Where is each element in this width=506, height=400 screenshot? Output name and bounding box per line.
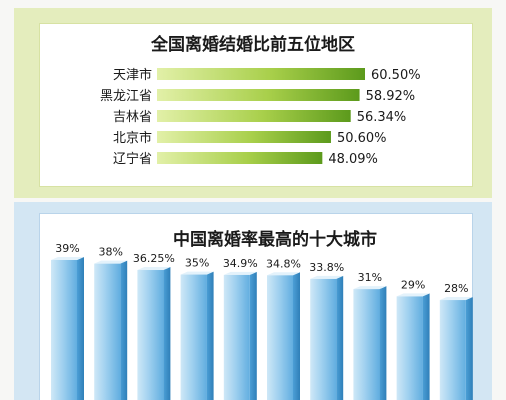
city-bar-top bbox=[310, 275, 344, 279]
city-bar-side bbox=[379, 286, 387, 400]
city-bar bbox=[310, 278, 337, 400]
region-bar bbox=[157, 152, 323, 164]
city-bar bbox=[51, 260, 77, 400]
city-bar-side bbox=[422, 293, 430, 400]
region-value-label: 48.09% bbox=[328, 152, 378, 167]
city-bar bbox=[223, 274, 250, 400]
city-value-label: 36.25% bbox=[133, 252, 175, 265]
city-bar bbox=[267, 275, 293, 400]
city-bar-top bbox=[396, 293, 430, 297]
region-bar bbox=[157, 68, 365, 80]
city-bar-side bbox=[336, 275, 344, 400]
city-value-label: 28% bbox=[444, 282, 468, 295]
bottom-chart-title: 中国离婚率最高的十大城市 bbox=[173, 229, 377, 250]
city-bar bbox=[353, 289, 380, 400]
city-bar-side bbox=[465, 297, 473, 400]
region-label: 辽宁省 bbox=[113, 151, 152, 167]
region-bar bbox=[157, 131, 331, 143]
city-value-label: 39% bbox=[55, 242, 79, 255]
region-label: 吉林省 bbox=[113, 110, 152, 125]
city-bar-top bbox=[94, 260, 128, 264]
city-value-label: 33.8% bbox=[309, 261, 344, 274]
city-bar bbox=[94, 263, 121, 400]
city-bar-top bbox=[180, 271, 214, 275]
city-bar-top bbox=[223, 271, 257, 275]
city-bar-side bbox=[293, 272, 300, 400]
city-bar bbox=[439, 300, 466, 400]
city-value-label: 38% bbox=[98, 246, 122, 259]
city-bar-top bbox=[267, 272, 300, 276]
top-chart-title: 全国离婚结婚比前五位地区 bbox=[150, 34, 355, 55]
region-label: 北京市 bbox=[113, 130, 152, 146]
city-bar-side bbox=[206, 271, 214, 400]
city-bar-top bbox=[51, 257, 84, 260]
city-bar-side bbox=[77, 257, 84, 400]
city-bar-top bbox=[353, 286, 387, 290]
region-value-label: 60.50% bbox=[371, 68, 421, 83]
region-value-label: 58.92% bbox=[366, 89, 416, 104]
city-bar bbox=[180, 274, 207, 400]
city-bar bbox=[396, 296, 423, 400]
city-value-label: 31% bbox=[358, 271, 382, 284]
region-bar bbox=[157, 89, 360, 101]
city-value-label: 34.9% bbox=[223, 257, 258, 270]
region-value-label: 56.34% bbox=[357, 110, 407, 125]
city-value-label: 29% bbox=[401, 278, 425, 291]
city-bar-top bbox=[439, 297, 473, 301]
city-bar-top bbox=[137, 267, 171, 271]
city-bar bbox=[137, 270, 164, 400]
region-label: 黑龙江省 bbox=[100, 89, 152, 104]
top-panel bbox=[14, 8, 492, 198]
region-bar bbox=[157, 110, 351, 122]
city-value-label: 34.8% bbox=[266, 257, 301, 270]
city-bar-side bbox=[249, 271, 257, 400]
region-label: 天津市 bbox=[113, 67, 152, 83]
city-bar-side bbox=[163, 267, 171, 400]
city-value-label: 35% bbox=[185, 257, 209, 270]
region-value-label: 50.60% bbox=[337, 131, 387, 146]
city-bar-side bbox=[120, 260, 128, 400]
